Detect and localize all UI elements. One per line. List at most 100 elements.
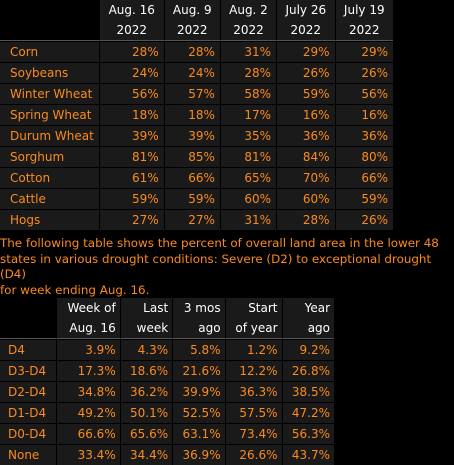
- drought-col-subheader: ago: [281, 318, 334, 339]
- crop-col-year: 2022: [334, 20, 393, 41]
- drought-row: D4 3.9% 4.3% 5.8% 1.2% 9.2%: [0, 339, 334, 360]
- drought-col-subheader: week: [119, 318, 173, 339]
- crop-row-value: 39%: [163, 125, 220, 146]
- drought-row-value: 47.2%: [281, 402, 334, 423]
- crop-row-value: 27%: [98, 209, 164, 230]
- crop-row-value: 59%: [163, 188, 220, 209]
- drought-row-value: 39.9%: [172, 381, 225, 402]
- drought-row-value: 36.3%: [224, 381, 282, 402]
- drought-row-value: 38.5%: [281, 381, 334, 402]
- crop-row-value: 16%: [334, 104, 393, 125]
- drought-row-value: 9.2%: [281, 339, 334, 360]
- crop-row-label: Cattle: [0, 188, 99, 209]
- crop-row-value: 60%: [276, 188, 335, 209]
- crop-row: Cotton 61% 66% 65% 70% 66%: [0, 167, 393, 188]
- crop-row-value: 58%: [219, 83, 277, 104]
- drought-col-header: Week of: [56, 298, 120, 318]
- drought-row-value: 18.6%: [119, 360, 173, 381]
- crop-row-value: 24%: [163, 62, 220, 83]
- drought-row-value: 43.7%: [281, 444, 334, 465]
- drought-row-label: D3-D4: [0, 360, 56, 381]
- crop-col-header: Aug. 9: [163, 0, 220, 20]
- crop-row-value: 60%: [219, 188, 277, 209]
- drought-row-value: 26.6%: [224, 444, 282, 465]
- drought-col-header: Year: [281, 298, 334, 318]
- drought-row-value: 63.1%: [172, 423, 225, 444]
- drought-col-subheader: of year: [224, 318, 282, 339]
- crop-row-label: Spring Wheat: [0, 104, 99, 125]
- drought-col-header: Start: [224, 298, 282, 318]
- crop-row-value: 36%: [276, 125, 335, 146]
- drought-table: Week of Last 3 mos Start Year Aug. 16 we…: [0, 298, 334, 465]
- drought-row-value: 17.3%: [56, 360, 120, 381]
- drought-row: D2-D4 34.8% 36.2% 39.9% 36.3% 38.5%: [0, 381, 334, 402]
- crop-row-value: 36%: [334, 125, 393, 146]
- crop-row-value: 28%: [98, 41, 164, 62]
- drought-col-subheader: ago: [172, 318, 225, 339]
- drought-row-value: 66.6%: [56, 423, 120, 444]
- crop-col-header: July 26: [276, 0, 335, 20]
- crop-row-value: 28%: [276, 209, 335, 230]
- crop-table-year-row: 2022 2022 2022 2022 2022: [0, 20, 393, 41]
- crop-row-value: 18%: [98, 104, 164, 125]
- crop-row-label: Durum Wheat: [0, 125, 99, 146]
- crop-row-value: 56%: [334, 83, 393, 104]
- crop-row-value: 84%: [276, 146, 335, 167]
- crop-col-header: July 19: [334, 0, 393, 20]
- crop-row-value: 29%: [334, 41, 393, 62]
- crop-row-value: 59%: [276, 83, 335, 104]
- crop-col-year: 2022: [163, 20, 220, 41]
- drought-row-value: 3.9%: [56, 339, 120, 360]
- drought-description-line: The following table shows the percent of…: [0, 236, 439, 250]
- crop-col-year: 2022: [276, 20, 335, 41]
- crop-row-label: Soybeans: [0, 62, 99, 83]
- drought-row-value: 36.9%: [172, 444, 225, 465]
- drought-row-value: 1.2%: [224, 339, 282, 360]
- drought-row-value: 49.2%: [56, 402, 120, 423]
- drought-row: D3-D4 17.3% 18.6% 21.6% 12.2% 26.8%: [0, 360, 334, 381]
- drought-row-value: 65.6%: [119, 423, 173, 444]
- crop-row-value: 57%: [163, 83, 220, 104]
- crop-row-value: 26%: [334, 209, 393, 230]
- drought-row-label: D1-D4: [0, 402, 56, 423]
- crop-row-label: Hogs: [0, 209, 99, 230]
- drought-row: None 33.4% 34.4% 36.9% 26.6% 43.7%: [0, 444, 334, 465]
- drought-row-value: 56.3%: [281, 423, 334, 444]
- crop-row-value: 59%: [98, 188, 164, 209]
- drought-row-value: 26.8%: [281, 360, 334, 381]
- drought-row-label: D2-D4: [0, 381, 56, 402]
- crop-row-value: 18%: [163, 104, 220, 125]
- crop-row-value: 81%: [98, 146, 164, 167]
- crop-row-value: 66%: [163, 167, 220, 188]
- crop-row-label: Winter Wheat: [0, 83, 99, 104]
- drought-row: D1-D4 49.2% 50.1% 52.5% 57.5% 47.2%: [0, 402, 334, 423]
- crop-row-value: 65%: [219, 167, 277, 188]
- crop-row-value: 31%: [219, 209, 277, 230]
- crop-row-value: 61%: [98, 167, 164, 188]
- crop-row-value: 26%: [276, 62, 335, 83]
- crop-row-value: 29%: [276, 41, 335, 62]
- drought-row-value: 12.2%: [224, 360, 282, 381]
- crop-col-header: Aug. 2: [219, 0, 277, 20]
- crop-row: Corn 28% 28% 31% 29% 29%: [0, 41, 393, 62]
- drought-row-value: 36.2%: [119, 381, 173, 402]
- crop-table-corner: [0, 0, 99, 20]
- crop-row-label: Cotton: [0, 167, 99, 188]
- crop-row-value: 24%: [98, 62, 164, 83]
- crop-row-label: Sorghum: [0, 146, 99, 167]
- crop-row-value: 85%: [163, 146, 220, 167]
- drought-row-value: 50.1%: [119, 402, 173, 423]
- crop-row: Winter Wheat 56% 57% 58% 59% 56%: [0, 83, 393, 104]
- drought-row-value: 57.5%: [224, 402, 282, 423]
- crop-row: Hogs 27% 27% 31% 28% 26%: [0, 209, 393, 230]
- crop-table-header-row: Aug. 16 Aug. 9 Aug. 2 July 26 July 19: [0, 0, 393, 20]
- drought-col-header: 3 mos: [172, 298, 225, 318]
- crop-row: Durum Wheat 39% 39% 35% 36% 36%: [0, 125, 393, 146]
- crop-row-value: 16%: [276, 104, 335, 125]
- drought-row-value: 33.4%: [56, 444, 120, 465]
- drought-row-label: D0-D4: [0, 423, 56, 444]
- drought-row-label: None: [0, 444, 56, 465]
- crop-row: Cattle 59% 59% 60% 60% 59%: [0, 188, 393, 209]
- drought-col-header: Last: [119, 298, 173, 318]
- crop-row-value: 56%: [98, 83, 164, 104]
